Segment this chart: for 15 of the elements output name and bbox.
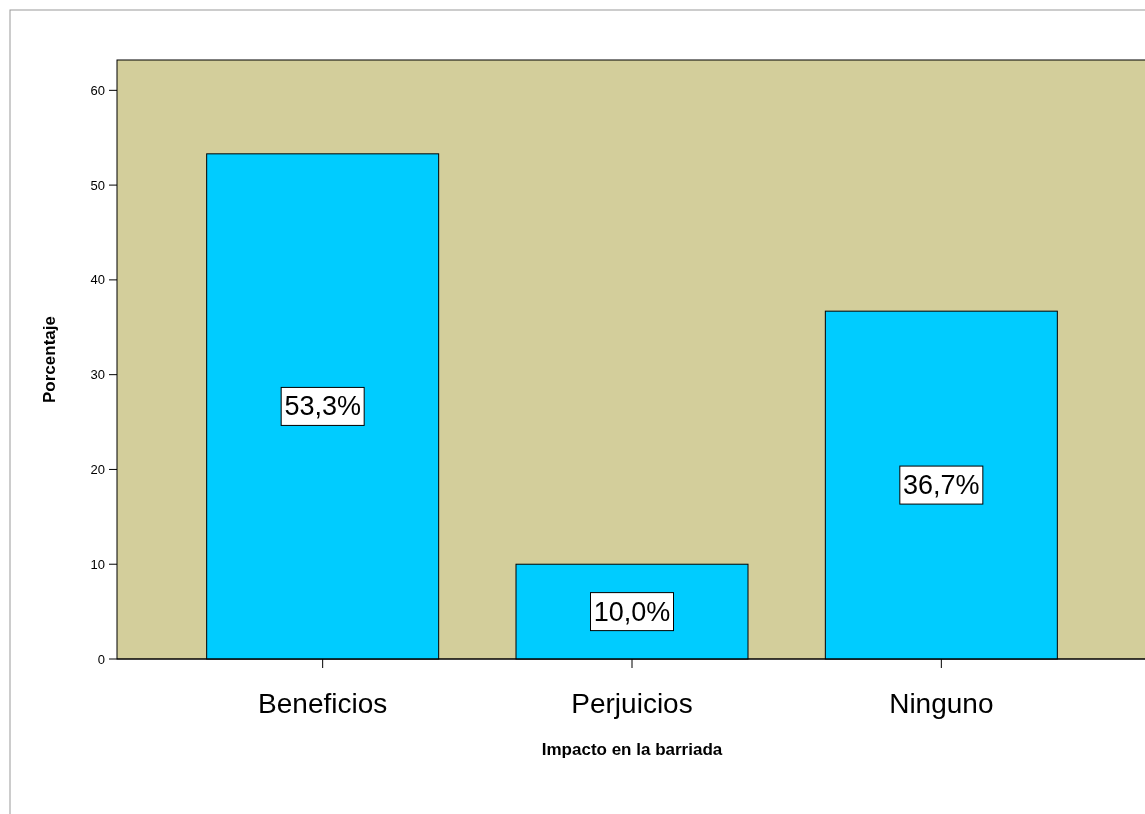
y-tick-label: 20 — [90, 461, 105, 477]
y-tick-label: 50 — [90, 177, 105, 193]
y-tick-label: 10 — [90, 556, 105, 572]
y-tick-label: 0 — [97, 651, 105, 667]
data-label: 53,3% — [284, 391, 361, 422]
x-tick-label: Perjuicios — [571, 688, 693, 719]
y-axis-title: Porcentaje — [40, 316, 59, 403]
x-axis-title: Impacto en la barriada — [541, 740, 723, 759]
y-tick-label: 30 — [90, 367, 105, 383]
data-label: 36,7% — [903, 470, 980, 501]
data-label: 10,0% — [593, 596, 671, 627]
x-tick-label: Ninguno — [889, 688, 994, 719]
y-tick-label: 40 — [90, 272, 105, 288]
y-tick-label: 60 — [90, 82, 105, 98]
x-tick-label: Beneficios — [258, 688, 388, 719]
